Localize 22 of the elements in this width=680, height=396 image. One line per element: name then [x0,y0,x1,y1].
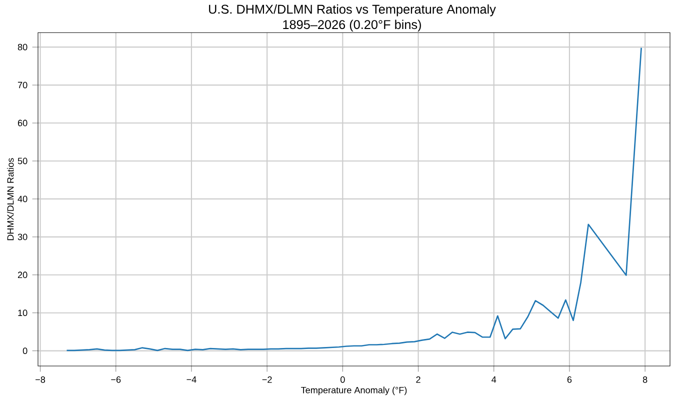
y-tick-label: 10 [18,310,28,316]
y-axis-title: DHMX/DLMN Ratios [7,158,14,240]
x-tick-label: −8 [36,376,46,383]
x-tick-label: 6 [567,376,572,383]
x-axis-title: Temperature Anomaly (°F) [301,386,407,396]
chart-subtitle: 1895–2026 (0.20°F bins) [283,20,421,32]
y-tick-label: 50 [18,158,28,164]
y-tick-label: 40 [18,196,28,202]
x-tick-label: −2 [262,376,272,383]
x-tick-label: 2 [416,376,420,383]
x-tick-label: 8 [642,376,648,383]
y-tick-label: 30 [18,234,28,240]
x-tick-label: −6 [111,376,121,383]
chart-title: U.S. DHMX/DLMN Ratios vs Temperature Anomaly [209,4,496,16]
x-tick-label: 4 [492,376,496,383]
x-tick-label: 0 [340,376,345,383]
y-tick-label: 0 [22,348,28,354]
y-tick-label: 60 [18,120,28,126]
y-tick-label: 70 [18,82,28,88]
y-tick-label: 80 [18,44,28,50]
y-tick-label: 20 [18,272,28,278]
x-tick-label: −4 [186,376,196,383]
